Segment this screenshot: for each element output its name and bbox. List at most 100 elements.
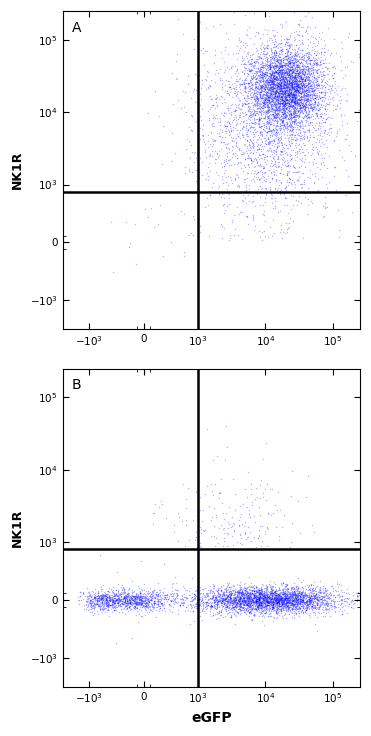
Point <box>299 581 305 593</box>
Point <box>289 598 295 609</box>
Point <box>199 605 205 617</box>
Point <box>112 590 118 601</box>
Point <box>125 595 131 606</box>
Point <box>266 76 272 88</box>
Point <box>279 68 285 80</box>
Point <box>268 168 274 180</box>
Point <box>280 71 286 83</box>
Point <box>250 71 256 82</box>
Point <box>288 77 294 89</box>
Point <box>279 82 285 93</box>
Point <box>215 595 221 606</box>
Point <box>293 88 299 100</box>
Point <box>285 79 291 91</box>
Point <box>75 594 81 606</box>
Point <box>256 117 262 129</box>
Point <box>138 595 144 606</box>
Point <box>115 598 121 609</box>
Point <box>161 602 167 614</box>
Point <box>283 181 289 193</box>
Point <box>234 152 240 164</box>
Point <box>197 598 203 609</box>
Point <box>279 71 285 82</box>
Point <box>248 592 254 604</box>
Point <box>312 100 318 112</box>
Point <box>263 579 269 591</box>
Point <box>283 65 289 77</box>
Point <box>287 77 293 89</box>
Point <box>268 146 274 158</box>
Point <box>288 86 293 98</box>
Point <box>284 46 290 58</box>
Point <box>278 76 284 88</box>
Point <box>286 102 292 113</box>
Point <box>279 94 285 106</box>
Point <box>303 597 309 609</box>
Point <box>252 595 258 606</box>
Point <box>137 589 143 601</box>
Point <box>237 500 243 512</box>
Point <box>319 114 325 126</box>
Point <box>140 595 146 607</box>
Point <box>290 107 296 118</box>
Point <box>264 586 270 598</box>
Point <box>286 97 292 109</box>
Point <box>296 35 302 46</box>
Point <box>284 106 290 118</box>
Point <box>236 593 242 605</box>
Point <box>303 77 309 89</box>
Point <box>236 587 242 598</box>
Point <box>338 595 344 606</box>
Point <box>284 33 290 45</box>
Point <box>243 124 249 136</box>
Point <box>349 206 355 218</box>
Point <box>95 592 101 604</box>
Point <box>251 88 257 99</box>
Point <box>290 199 296 211</box>
Point <box>263 130 269 141</box>
Point <box>264 126 270 138</box>
Point <box>280 115 286 127</box>
Point <box>228 61 234 73</box>
Point <box>289 63 295 74</box>
Point <box>318 593 324 605</box>
Point <box>202 201 208 213</box>
Point <box>259 71 265 82</box>
Point <box>302 85 308 97</box>
Point <box>256 584 262 596</box>
Point <box>203 596 209 608</box>
Point <box>232 87 238 99</box>
Point <box>306 67 312 79</box>
Point <box>303 87 309 99</box>
Point <box>300 54 306 66</box>
Point <box>138 587 144 599</box>
Point <box>263 88 269 99</box>
Point <box>286 609 292 620</box>
Point <box>236 78 242 90</box>
Point <box>278 91 284 102</box>
Point <box>248 598 254 609</box>
Point <box>263 68 269 79</box>
Point <box>264 595 270 607</box>
Point <box>292 115 298 127</box>
Point <box>272 66 278 77</box>
Point <box>221 589 227 601</box>
Point <box>277 185 283 197</box>
Point <box>229 600 234 612</box>
Point <box>254 107 260 118</box>
Point <box>246 504 252 516</box>
Point <box>267 105 273 117</box>
Point <box>274 84 280 96</box>
Point <box>302 598 308 610</box>
Point <box>237 124 243 136</box>
Point <box>247 590 253 602</box>
Point <box>89 601 95 613</box>
Point <box>157 592 163 604</box>
Point <box>250 71 256 83</box>
Point <box>313 604 319 615</box>
Point <box>262 79 268 91</box>
Point <box>259 535 265 547</box>
Point <box>266 105 272 116</box>
Point <box>246 591 252 603</box>
Point <box>135 598 141 610</box>
